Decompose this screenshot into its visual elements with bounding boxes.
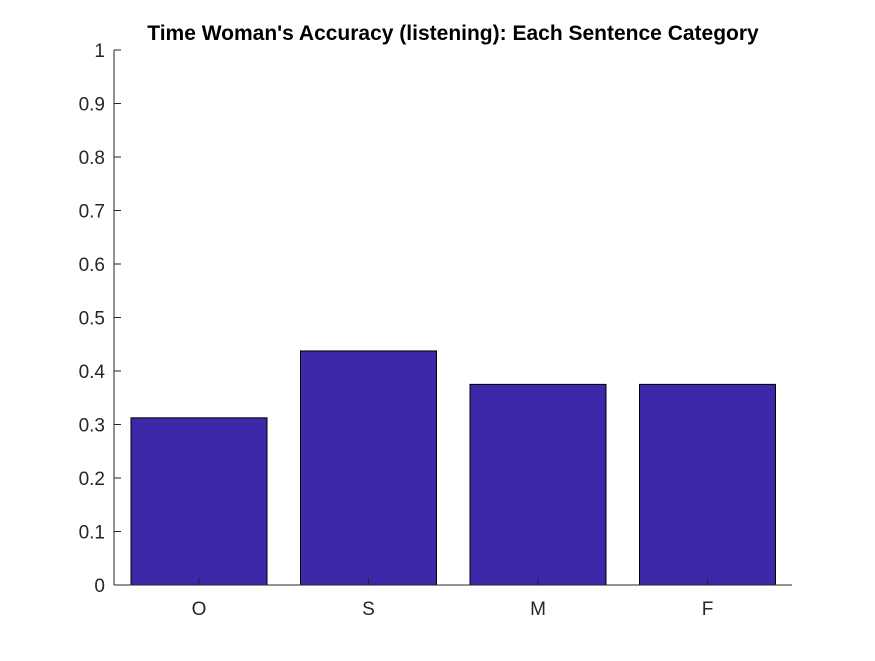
y-tick-label: 0.9: [79, 95, 105, 116]
x-tick-label: O: [192, 599, 207, 620]
chart-title: Time Woman's Accuracy (listening): Each …: [147, 22, 759, 45]
x-tick-label: S: [362, 599, 375, 620]
y-tick-labels: 0 0.1 0.2 0.3 0.4 0.5 0.6 0.7 0.8 0.9 1: [79, 41, 106, 597]
bar-S: [300, 350, 437, 586]
y-tick-label: 1: [94, 41, 105, 62]
bar-M: [469, 383, 607, 586]
y-tick-label: 0.7: [79, 202, 105, 223]
y-tick-label: 0.6: [79, 255, 105, 276]
x-tick-label: F: [702, 599, 714, 620]
y-tick-label: 0.5: [79, 309, 105, 330]
bars-layer: [130, 350, 776, 586]
y-tick-label: 0.3: [79, 416, 105, 437]
y-tick-label: 0: [94, 576, 105, 597]
y-tick-label: 0.4: [79, 362, 106, 383]
y-tick-label: 0.8: [79, 148, 105, 169]
x-tick-label: M: [530, 599, 546, 620]
bar-F: [639, 383, 776, 586]
bar-O: [130, 417, 268, 586]
y-tick-label: 0.2: [79, 469, 105, 490]
axes-layer: [113, 49, 792, 586]
y-tick-label: 0.1: [79, 523, 105, 544]
